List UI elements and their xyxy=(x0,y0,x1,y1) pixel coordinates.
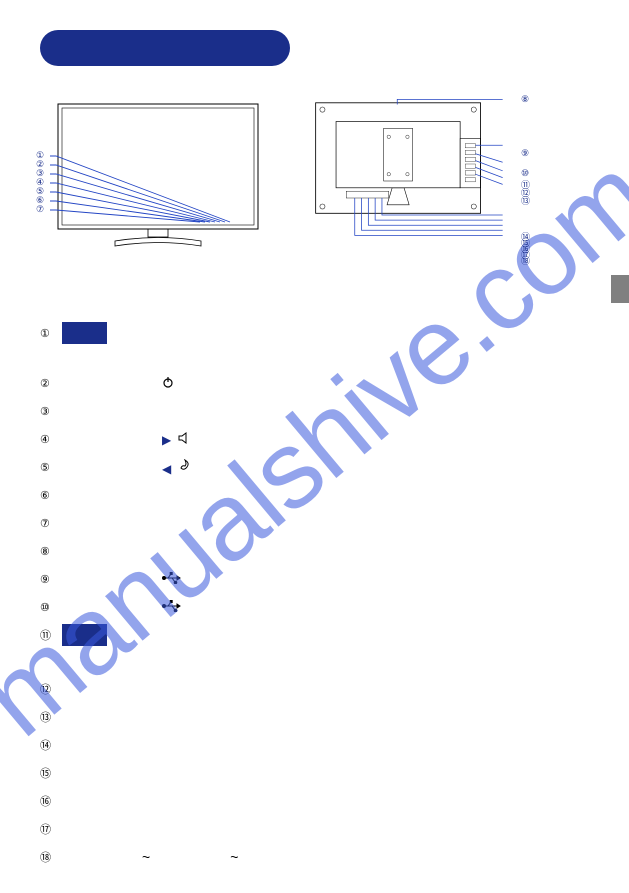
item-number: ⑨ xyxy=(40,573,62,586)
item-number: ⑩ xyxy=(40,601,62,614)
front-view-diagram: ① ② ③ ④ ⑤ ⑥ ⑦ xyxy=(40,96,270,271)
tv-back-svg xyxy=(295,96,525,266)
item-number: ⑫ xyxy=(40,681,62,697)
callout-7: ⑦ xyxy=(36,204,44,215)
list-item: ⑭ xyxy=(40,733,589,757)
list-item: ⑮ xyxy=(40,761,589,785)
item-number: ⑥ xyxy=(40,489,62,502)
item-number: ⑰ xyxy=(40,821,62,837)
item-number: ③ xyxy=(40,405,62,418)
list-item: ④▶ xyxy=(40,427,589,451)
list-item: ⑬ xyxy=(40,705,589,729)
list-item: ⑧ xyxy=(40,539,589,563)
callout-13: ⑬ xyxy=(521,194,530,207)
item-number: ① xyxy=(40,327,62,340)
item-list: ①②③④▶ ⑤◀ ⑥⑦⑧⑨⑩⑪⑫⑬⑭⑮⑯⑰⑱~~ xyxy=(40,321,589,869)
diagrams-row: ① ② ③ ④ ⑤ ⑥ ⑦ xyxy=(40,96,589,271)
list-item: ⑱ ~~ xyxy=(40,845,589,869)
side-index-tab xyxy=(611,275,629,303)
item-number: ⑦ xyxy=(40,517,62,530)
callout-8: ⑧ xyxy=(521,94,529,105)
item-number: ⑱ xyxy=(40,849,62,865)
list-item: ⑦ xyxy=(40,511,589,535)
item-number: ⑤ xyxy=(40,461,62,474)
list-item: ① xyxy=(40,321,589,345)
list-item: ⑤◀ xyxy=(40,455,589,479)
note-box xyxy=(62,624,107,646)
item-number: ⑪ xyxy=(40,627,62,643)
item-symbol xyxy=(162,376,174,391)
rear-view-diagram: ⑧ ⑨ ⑩ ⑪ ⑫ ⑬ ⑭ ⑮ ⑯ ⑰ ⑱ xyxy=(295,96,525,271)
list-item: ⑫ xyxy=(40,677,589,701)
callout-18: ⑱ xyxy=(521,254,530,267)
note-box xyxy=(62,322,107,344)
callout-9: ⑨ xyxy=(521,148,529,159)
list-item: ⑯ xyxy=(40,789,589,813)
item-number: ④ xyxy=(40,433,62,446)
item-symbol: ▶ xyxy=(162,432,192,447)
item-number: ⑭ xyxy=(40,737,62,753)
item-number: ② xyxy=(40,377,62,390)
list-item: ⑥ xyxy=(40,483,589,507)
item-number: ⑮ xyxy=(40,765,62,781)
item-symbol xyxy=(162,600,182,615)
item-symbol: ◀ xyxy=(162,459,192,476)
item-symbol xyxy=(162,572,182,587)
list-item: ⑨ xyxy=(40,567,589,591)
list-item: ⑰ xyxy=(40,817,589,841)
tv-front-svg xyxy=(40,96,270,266)
item-number: ⑯ xyxy=(40,793,62,809)
item-number: ⑧ xyxy=(40,545,62,558)
list-item: ③ xyxy=(40,399,589,423)
list-item: ⑩ xyxy=(40,595,589,619)
list-item: ⑪ xyxy=(40,623,589,647)
title-bar xyxy=(40,30,290,66)
item-symbol: ~~ xyxy=(102,849,278,865)
item-number: ⑬ xyxy=(40,709,62,725)
list-item: ② xyxy=(40,371,589,395)
page-container: manualshive.com xyxy=(0,0,629,893)
